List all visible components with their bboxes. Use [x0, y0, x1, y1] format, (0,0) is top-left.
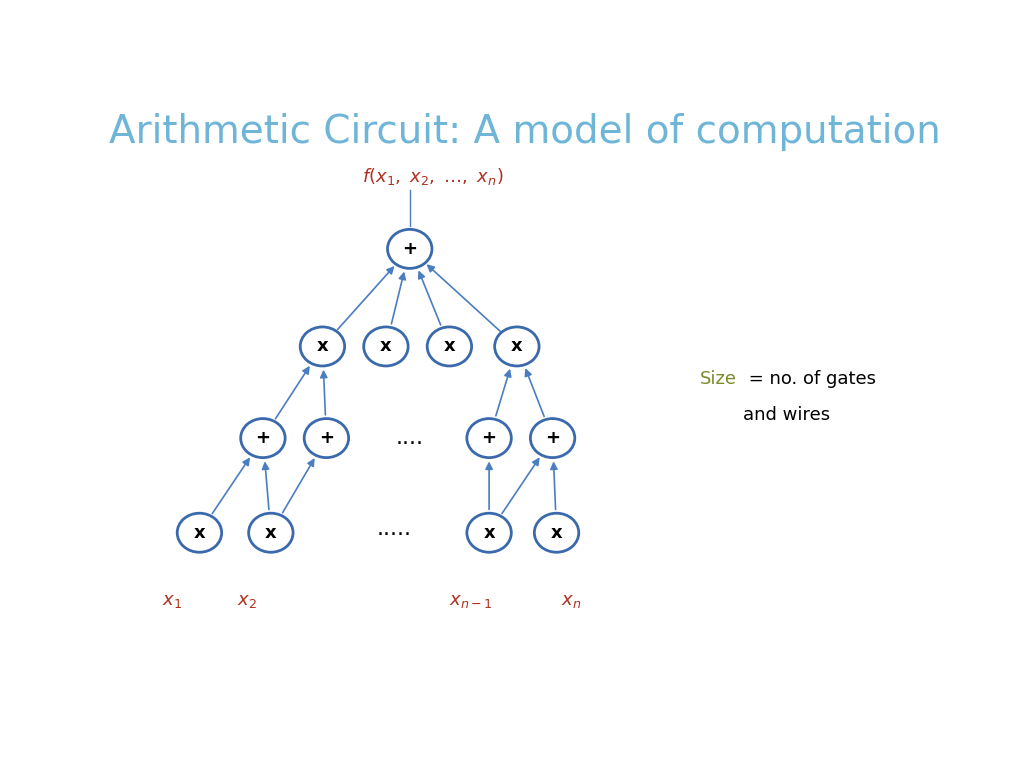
- Text: .....: .....: [377, 518, 412, 538]
- Text: $f(x_1,\ x_2,\ \ldots,\ x_n)$: $f(x_1,\ x_2,\ \ldots,\ x_n)$: [362, 166, 504, 187]
- Ellipse shape: [249, 513, 293, 552]
- Text: Arithmetic Circuit: A model of computation: Arithmetic Circuit: A model of computati…: [109, 113, 941, 151]
- Text: +: +: [481, 429, 497, 447]
- Text: +: +: [318, 429, 334, 447]
- Ellipse shape: [535, 513, 579, 552]
- Ellipse shape: [304, 419, 348, 458]
- Ellipse shape: [364, 327, 409, 366]
- Ellipse shape: [387, 230, 432, 268]
- Text: ....: ....: [395, 428, 424, 448]
- Text: x: x: [265, 524, 276, 541]
- Text: x: x: [551, 524, 562, 541]
- Text: x: x: [511, 337, 522, 356]
- Text: Size: Size: [699, 370, 736, 388]
- Ellipse shape: [177, 513, 221, 552]
- Ellipse shape: [467, 513, 511, 552]
- Text: x: x: [443, 337, 456, 356]
- Text: x: x: [380, 337, 392, 356]
- Text: +: +: [545, 429, 560, 447]
- Text: and wires: and wires: [743, 406, 830, 424]
- Text: $x_2$: $x_2$: [238, 592, 257, 610]
- Ellipse shape: [467, 419, 511, 458]
- Text: +: +: [402, 240, 417, 258]
- Text: $x_{n-1}$: $x_{n-1}$: [450, 592, 493, 610]
- Text: $x_1$: $x_1$: [162, 592, 181, 610]
- Ellipse shape: [427, 327, 472, 366]
- Text: +: +: [255, 429, 270, 447]
- Ellipse shape: [530, 419, 574, 458]
- Ellipse shape: [300, 327, 345, 366]
- Ellipse shape: [241, 419, 285, 458]
- Text: x: x: [316, 337, 329, 356]
- Text: = no. of gates: = no. of gates: [743, 370, 877, 388]
- Text: $x_n$: $x_n$: [561, 592, 581, 610]
- Text: x: x: [194, 524, 205, 541]
- Ellipse shape: [495, 327, 539, 366]
- Text: x: x: [483, 524, 495, 541]
